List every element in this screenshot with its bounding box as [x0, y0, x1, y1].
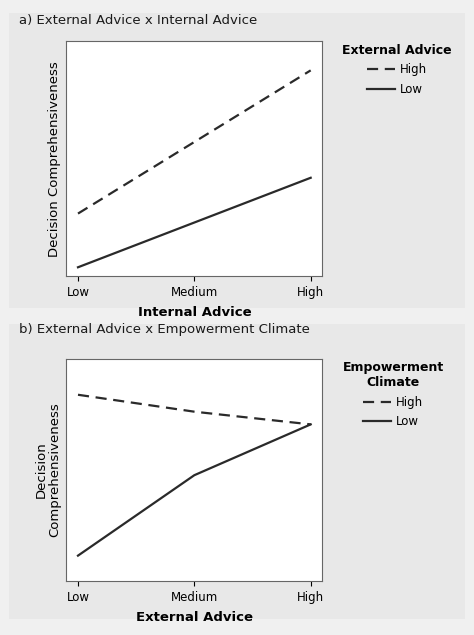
Y-axis label: Decision
Comprehensiveness: Decision Comprehensiveness [35, 403, 61, 537]
Legend: High, Low: High, Low [337, 356, 448, 433]
Y-axis label: Decision Comprehensiveness: Decision Comprehensiveness [48, 61, 61, 257]
Text: a) External Advice x Internal Advice: a) External Advice x Internal Advice [19, 14, 257, 27]
X-axis label: External Advice: External Advice [136, 611, 253, 624]
X-axis label: Internal Advice: Internal Advice [137, 306, 251, 319]
Legend: High, Low: High, Low [337, 39, 457, 100]
Text: b) External Advice x Empowerment Climate: b) External Advice x Empowerment Climate [19, 323, 310, 335]
